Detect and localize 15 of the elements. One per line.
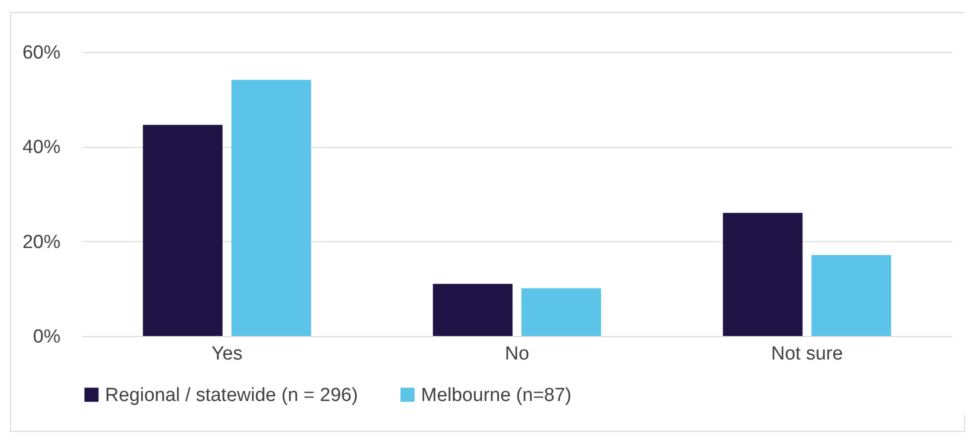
x-tick-label: Not sure: [771, 344, 843, 364]
legend-label: Regional / statewide (n = 296): [105, 384, 358, 406]
bar: [231, 80, 312, 336]
x-tick-label: Yes: [212, 344, 242, 364]
bar: [521, 288, 602, 336]
y-tick-label: 0%: [33, 326, 61, 348]
bar: [432, 284, 513, 336]
y-tick-label: 20%: [22, 232, 61, 253]
legend-label: Melbourne (n=87): [421, 384, 572, 406]
bar: [811, 255, 892, 336]
bar: [722, 212, 803, 336]
bar: [142, 124, 223, 336]
y-tick-label: 60%: [22, 42, 61, 64]
y-tick-label: 40%: [22, 137, 61, 158]
x-tick-label: No: [504, 344, 530, 364]
